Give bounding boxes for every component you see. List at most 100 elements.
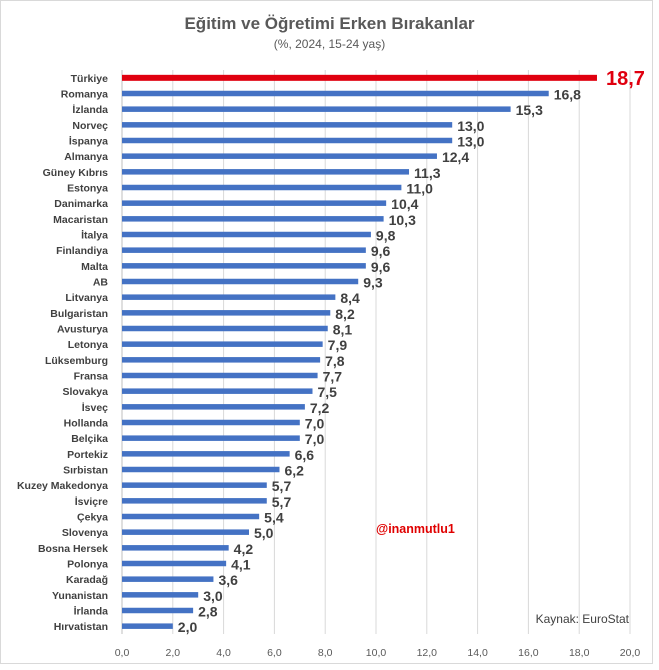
value-label: 12,4 xyxy=(442,149,469,165)
category-label: Macaristan xyxy=(53,214,108,226)
bar xyxy=(122,278,359,285)
value-label: 5,7 xyxy=(272,478,292,494)
gridlines xyxy=(121,70,631,634)
category-label: Güney Kıbrıs xyxy=(43,167,109,179)
category-label: Kuzey Makedonya xyxy=(17,480,108,492)
category-label: Karadağ xyxy=(66,574,108,586)
category-label: Fransa xyxy=(74,371,109,383)
category-label: Estonya xyxy=(67,183,108,195)
value-label: 7,2 xyxy=(310,400,330,416)
x-tick-label: 16,0 xyxy=(518,647,539,659)
value-label: 13,0 xyxy=(457,134,484,150)
category-label: Danimarka xyxy=(54,198,108,210)
value-label: 4,2 xyxy=(234,541,254,557)
x-tick-label: 8,0 xyxy=(318,647,333,659)
value-label: 8,4 xyxy=(340,290,360,306)
category-label: Almanya xyxy=(64,151,108,163)
bar xyxy=(122,607,194,614)
category-label: Yunanistan xyxy=(52,590,108,602)
bar xyxy=(122,451,290,457)
category-label: İtalya xyxy=(81,229,108,242)
x-tick-label: 2,0 xyxy=(165,647,180,659)
category-label: Türkiye xyxy=(71,73,109,85)
value-label: 3,0 xyxy=(203,588,223,604)
category-label: Litvanya xyxy=(65,292,108,304)
bar xyxy=(122,153,437,159)
category-label: Romanya xyxy=(61,89,108,101)
value-label: 16,8 xyxy=(554,87,581,103)
value-label: 7,8 xyxy=(325,353,345,369)
source-note: Kaynak: EuroStat xyxy=(535,612,629,626)
category-label: İsviçre xyxy=(75,495,108,508)
category-label: Çekya xyxy=(77,512,108,524)
bar xyxy=(122,466,280,473)
category-label: Slovakya xyxy=(62,386,108,398)
value-label: 5,7 xyxy=(272,494,292,510)
bar xyxy=(122,184,402,191)
value-label: 13,0 xyxy=(457,118,484,134)
category-label: Portekiz xyxy=(67,449,108,461)
bar xyxy=(122,231,371,238)
value-label: 5,4 xyxy=(264,510,284,526)
bar xyxy=(122,74,597,81)
bar xyxy=(122,435,300,441)
chart-subtitle: (%, 2024, 15-24 yaş) xyxy=(273,37,386,51)
bar xyxy=(122,404,305,410)
bar xyxy=(122,545,229,551)
bar xyxy=(122,372,318,379)
value-label: 9,8 xyxy=(376,228,396,244)
value-label: 11,3 xyxy=(414,165,441,181)
x-tick-label: 14,0 xyxy=(467,647,488,659)
category-label: AB xyxy=(93,277,109,289)
bar xyxy=(122,592,199,598)
bar xyxy=(122,247,366,253)
x-axis-ticks: 0,0 2,0 4,0 6,0 8,0 10,0 12,0 14,0 16,0 18,0 20,0 xyxy=(115,647,641,659)
category-label: Lüksemburg xyxy=(45,355,108,367)
value-label: 7,5 xyxy=(318,384,338,400)
bar xyxy=(122,576,214,582)
author-handle: @inanmutlu1 xyxy=(376,522,455,536)
category-label: Bulgaristan xyxy=(50,308,108,320)
category-label: Norveç xyxy=(72,120,108,132)
category-label: Letonya xyxy=(68,339,108,351)
value-label: 2,8 xyxy=(198,604,218,620)
x-tick-label: 0,0 xyxy=(115,647,130,659)
bar xyxy=(122,169,410,175)
value-label: 7,0 xyxy=(305,416,325,432)
value-label: 3,6 xyxy=(218,572,238,588)
category-label: Malta xyxy=(81,261,108,273)
bar xyxy=(122,122,453,128)
category-label: Sırbistan xyxy=(63,465,108,477)
bars xyxy=(122,74,597,629)
value-label: 9,6 xyxy=(371,243,391,259)
bar xyxy=(122,106,511,112)
category-label: Finlandiya xyxy=(56,245,108,257)
bar xyxy=(122,325,328,332)
value-label: 2,0 xyxy=(178,619,198,635)
value-label: 5,0 xyxy=(254,525,274,541)
bar xyxy=(122,357,321,363)
bar xyxy=(122,482,267,488)
value-label: 7,9 xyxy=(328,337,348,353)
category-label: İspanya xyxy=(69,135,108,148)
value-label: 9,6 xyxy=(371,259,391,275)
x-tick-label: 20,0 xyxy=(620,647,641,659)
value-labels: 18,716,815,313,013,012,411,311,010,410,3… xyxy=(178,68,645,635)
bar xyxy=(122,263,366,269)
chart-title: Eğitim ve Öğretimi Erken Bırakanlar xyxy=(184,14,475,33)
category-labels: Türkiye Romanya İzlanda Norveç İspanya Almany… xyxy=(17,73,108,633)
bar xyxy=(122,90,549,97)
category-label: Avusturya xyxy=(57,324,108,336)
category-label: İrlanda xyxy=(74,605,109,618)
value-label: 8,1 xyxy=(333,322,353,338)
value-label: 7,7 xyxy=(323,369,343,385)
category-label: Slovenya xyxy=(62,527,108,539)
category-label: İzlanda xyxy=(72,103,108,116)
x-tick-label: 12,0 xyxy=(417,647,438,659)
value-label: 10,3 xyxy=(389,212,416,228)
bar xyxy=(122,498,267,504)
category-label: İsveç xyxy=(82,401,108,414)
x-tick-label: 4,0 xyxy=(216,647,231,659)
